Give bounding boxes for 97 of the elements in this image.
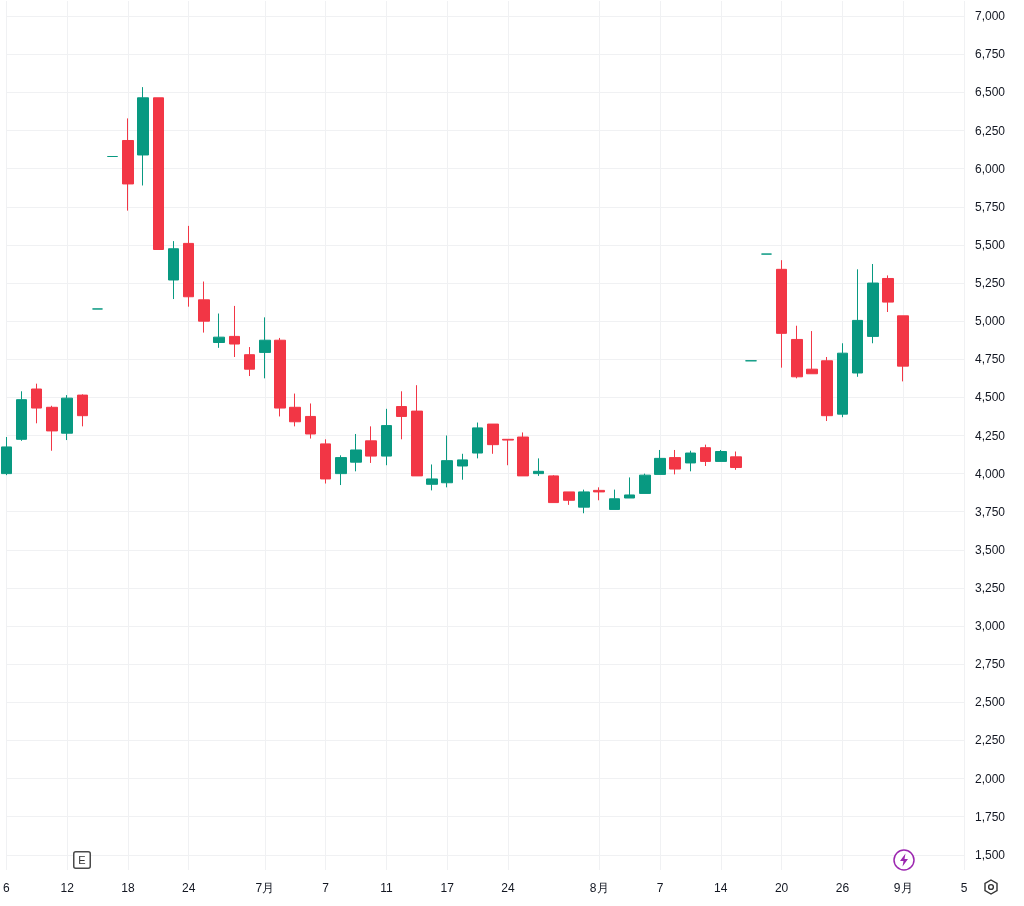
x-tick-label: 24	[182, 881, 196, 895]
candlestick	[730, 451, 742, 471]
y-tick-label: 2,750	[974, 657, 1006, 672]
x-tick-label: 14	[714, 881, 728, 895]
candlestick	[548, 474, 559, 504]
y-tick-label: 6,000	[974, 161, 1006, 176]
candlestick	[776, 259, 787, 369]
candlestick	[867, 263, 879, 344]
y-tick-label: 5,750	[974, 199, 1006, 214]
candlestick	[806, 330, 818, 375]
candlestick	[578, 489, 590, 514]
candlestick	[122, 117, 134, 212]
candlestick	[609, 489, 620, 510]
candlestick	[365, 425, 377, 464]
y-tick-label: 4,000	[974, 466, 1006, 481]
candlestick	[487, 423, 499, 455]
candlestick	[624, 476, 635, 499]
candlestick	[335, 454, 347, 486]
candlestick	[700, 444, 711, 467]
candlestick	[381, 408, 392, 466]
candlestick	[289, 393, 301, 427]
y-tick-label: 2,500	[974, 695, 1006, 710]
candlestick	[837, 342, 848, 418]
candlestick	[229, 305, 240, 358]
y-tick-label: 4,500	[974, 390, 1006, 405]
candlestick	[244, 346, 255, 377]
y-tick-label: 3,000	[974, 619, 1006, 634]
candlestick	[320, 438, 331, 485]
letter-e-icon: E	[73, 851, 91, 869]
x-tick-label: 8月	[589, 881, 609, 895]
x-tick-label: 7月	[255, 881, 275, 895]
y-tick-label: 1,750	[974, 809, 1006, 824]
candlestick	[259, 316, 271, 379]
candlestick	[685, 450, 696, 472]
candlestick	[31, 383, 42, 424]
y-tick-label: 6,750	[974, 47, 1006, 62]
y-tick-label: 5,250	[974, 276, 1006, 291]
x-tick-label: 17	[440, 881, 455, 895]
candlestick	[821, 356, 833, 422]
candlestick	[639, 473, 651, 494]
candlestick	[168, 240, 179, 300]
candlestick	[61, 394, 73, 441]
y-tick-label: 6,250	[974, 123, 1006, 138]
candlestick	[457, 453, 468, 481]
x-tick-label: 9月	[893, 881, 913, 895]
y-tick-label: 5,000	[974, 314, 1006, 329]
y-tick-label: 3,500	[974, 542, 1006, 557]
candlestick	[502, 438, 514, 466]
candlestick	[791, 325, 803, 379]
x-tick-label: 26	[835, 881, 850, 895]
candlestick	[198, 281, 210, 334]
candlestick	[441, 435, 453, 488]
y-tick-label: 3,750	[974, 504, 1006, 519]
candlestick	[715, 449, 727, 462]
y-tick-label: 1,500	[974, 847, 1006, 862]
y-tick-label: 4,750	[974, 352, 1006, 367]
x-tick-label: 6	[2, 881, 10, 895]
x-tick-label: 7	[656, 881, 664, 895]
x-tick-label: 12	[60, 881, 75, 895]
candlestick	[77, 393, 88, 427]
candlestick	[396, 390, 407, 440]
y-tick-label: 2,250	[974, 733, 1006, 748]
candlestick	[852, 268, 863, 378]
x-tick-label: 7	[322, 881, 330, 895]
candlestick	[411, 384, 423, 477]
candlestick	[563, 491, 575, 506]
candlestick	[46, 405, 58, 452]
candlestick	[153, 97, 164, 250]
y-tick-label: 2,000	[974, 771, 1006, 786]
candlestick	[305, 402, 316, 440]
candlestick	[533, 457, 544, 477]
candlestick	[593, 486, 605, 501]
candlestick	[669, 449, 681, 475]
y-tick-label: 7,000	[974, 9, 1006, 24]
x-tick-label: 11	[380, 881, 393, 895]
x-tick-label: 5	[960, 881, 968, 895]
y-tick-label: 5,500	[974, 237, 1006, 252]
candlestick	[472, 422, 483, 459]
x-tick-label: 20	[774, 881, 789, 895]
y-tick-label: 4,250	[974, 428, 1006, 443]
x-tick-label: 24	[501, 881, 515, 895]
x-tick-label: 18	[121, 881, 135, 895]
candlestick	[426, 463, 438, 491]
candlestick	[16, 390, 27, 442]
candlestick	[183, 225, 194, 308]
candlestick	[897, 315, 909, 382]
y-tick-label: 6,500	[974, 85, 1006, 100]
candlestick	[137, 86, 149, 186]
candlestick	[274, 337, 286, 417]
candlestick	[882, 274, 894, 313]
candlestick	[517, 431, 529, 477]
candlestick	[654, 449, 666, 475]
annotation: E	[78, 854, 86, 867]
candlestick	[350, 433, 362, 472]
candlestick	[1, 436, 12, 476]
candlestick	[213, 313, 225, 349]
y-tick-label: 3,250	[974, 580, 1006, 595]
